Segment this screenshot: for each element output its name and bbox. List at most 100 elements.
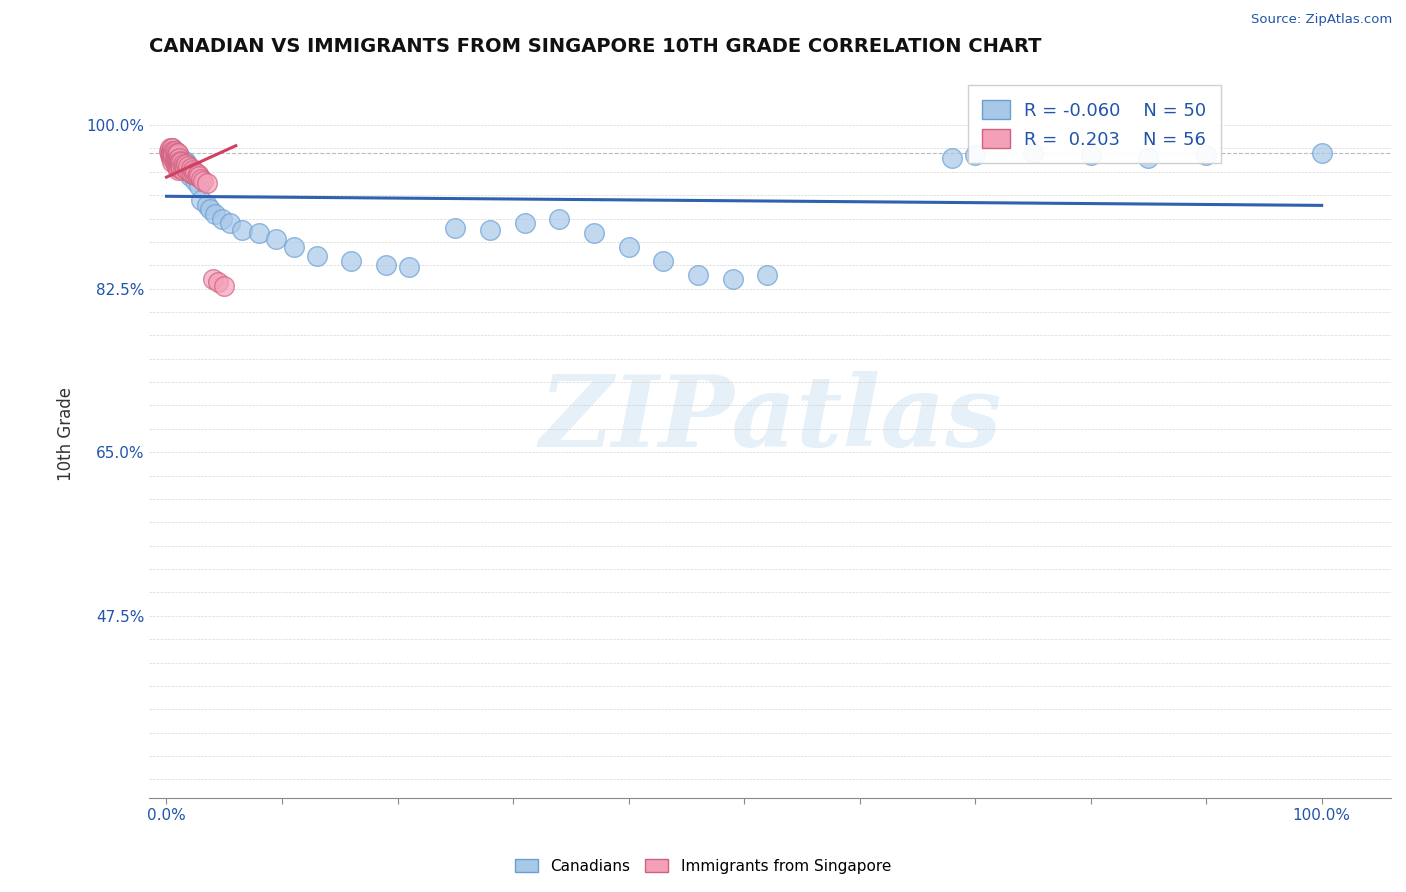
Point	[756, 268, 779, 282]
Point	[167, 148, 190, 162]
Point	[186, 169, 208, 183]
Point	[513, 216, 536, 230]
Point	[174, 160, 197, 174]
Point	[167, 162, 190, 177]
Point	[180, 167, 202, 181]
Point	[941, 151, 963, 165]
Point	[176, 162, 198, 177]
Point	[195, 176, 218, 190]
Point	[170, 155, 193, 169]
Point	[166, 146, 188, 161]
Point	[167, 157, 190, 171]
Point	[187, 178, 209, 193]
Point	[478, 223, 501, 237]
Point	[1137, 151, 1160, 165]
Point	[340, 253, 363, 268]
Point	[162, 151, 184, 165]
Legend: Canadians, Immigrants from Singapore: Canadians, Immigrants from Singapore	[509, 853, 897, 880]
Point	[162, 145, 184, 159]
Point	[166, 148, 188, 162]
Text: ZIPatlas: ZIPatlas	[538, 371, 1001, 467]
Point	[174, 157, 197, 171]
Point	[162, 151, 184, 165]
Point	[165, 152, 187, 166]
Point	[165, 146, 187, 161]
Point	[165, 157, 187, 171]
Text: Source: ZipAtlas.com: Source: ZipAtlas.com	[1251, 13, 1392, 27]
Point	[1022, 146, 1045, 161]
Point	[1195, 148, 1218, 162]
Point	[159, 146, 181, 161]
Point	[1310, 146, 1333, 161]
Point	[231, 223, 253, 237]
Point	[190, 172, 212, 186]
Point	[159, 148, 181, 162]
Point	[180, 161, 202, 175]
Point	[160, 145, 183, 159]
Point	[167, 161, 190, 175]
Point	[375, 258, 398, 272]
Point	[204, 207, 226, 221]
Point	[305, 249, 328, 263]
Point	[965, 148, 987, 162]
Point	[162, 141, 184, 155]
Point	[157, 145, 180, 159]
Point	[195, 197, 218, 211]
Point	[163, 145, 186, 159]
Point	[1080, 148, 1102, 162]
Point	[652, 253, 675, 268]
Point	[172, 157, 194, 171]
Text: CANADIAN VS IMMIGRANTS FROM SINGAPORE 10TH GRADE CORRELATION CHART: CANADIAN VS IMMIGRANTS FROM SINGAPORE 10…	[149, 37, 1042, 56]
Point	[170, 155, 193, 169]
Point	[721, 272, 744, 286]
Point	[162, 148, 184, 162]
Point	[181, 162, 204, 177]
Point	[163, 145, 186, 159]
Point	[174, 161, 197, 175]
Point	[176, 165, 198, 179]
Point	[166, 160, 188, 174]
Point	[184, 174, 207, 188]
Point	[167, 152, 190, 166]
Point	[187, 169, 209, 184]
Point	[160, 146, 183, 161]
Point	[179, 169, 201, 184]
Point	[167, 152, 190, 166]
Point	[264, 232, 287, 246]
Point	[180, 167, 202, 181]
Point	[247, 226, 270, 240]
Point	[169, 153, 191, 168]
Point	[163, 155, 186, 169]
Point	[173, 159, 195, 173]
Point	[582, 226, 605, 240]
Point	[172, 157, 194, 171]
Point	[174, 155, 197, 169]
Point	[207, 275, 229, 289]
Point	[200, 202, 222, 217]
Point	[398, 260, 420, 274]
Point	[187, 167, 209, 181]
Point	[159, 141, 181, 155]
Point	[179, 165, 201, 179]
Y-axis label: 10th Grade: 10th Grade	[58, 386, 75, 481]
Point	[167, 155, 190, 169]
Point	[444, 220, 467, 235]
Point	[548, 211, 571, 226]
Point	[617, 239, 640, 253]
Point	[160, 151, 183, 165]
Point	[162, 155, 184, 169]
Point	[165, 151, 187, 165]
Point	[219, 216, 242, 230]
Point	[162, 146, 184, 161]
Point	[166, 153, 188, 168]
Point	[212, 278, 235, 293]
Point	[193, 174, 215, 188]
Point	[170, 161, 193, 175]
Point	[190, 193, 212, 207]
Legend: R = -0.060    N = 50, R =  0.203    N = 56: R = -0.060 N = 50, R = 0.203 N = 56	[967, 86, 1220, 163]
Point	[167, 146, 190, 161]
Point	[169, 150, 191, 164]
Point	[283, 239, 305, 253]
Point	[201, 272, 224, 286]
Point	[167, 151, 190, 165]
